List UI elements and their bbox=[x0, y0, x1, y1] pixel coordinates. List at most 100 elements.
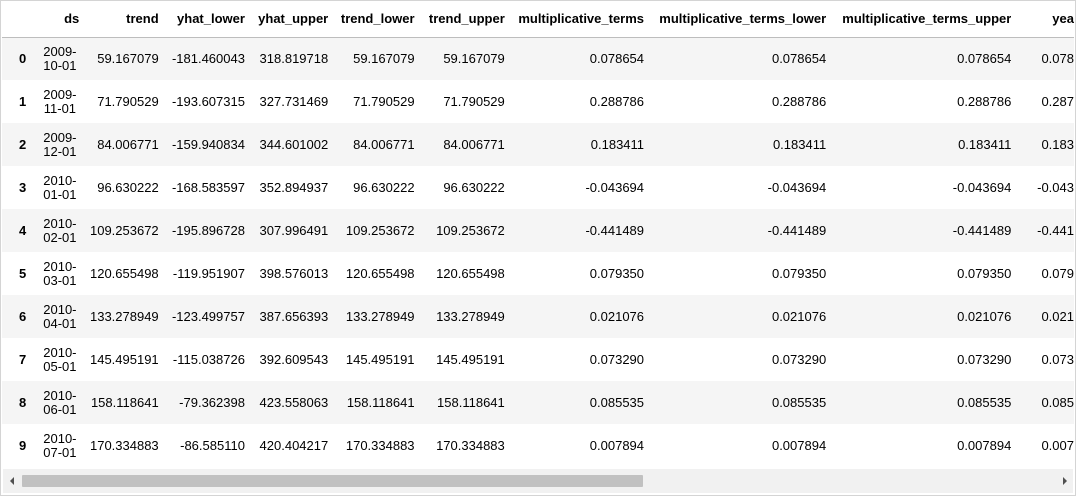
cell-trend-lower: 120.655498 bbox=[345, 266, 415, 281]
cell-ds: 2010- 07-01 bbox=[35, 424, 80, 466]
cell-yhat-upper: 387.656393 bbox=[259, 309, 329, 324]
cell-yearly: 0.085 bbox=[1041, 395, 1074, 410]
cell-multiplicative-terms-upper: -0.043694 bbox=[952, 180, 1012, 195]
cell-yhat-lower: -115.038726 bbox=[172, 352, 245, 367]
cell-yearly: 0.021 bbox=[1041, 309, 1074, 324]
cell-yhat-upper: 352.894937 bbox=[259, 180, 329, 195]
row-index: 9 bbox=[19, 438, 27, 453]
cell-multiplicative-terms-upper: 0.085535 bbox=[957, 395, 1012, 410]
cell-multiplicative-terms-upper: 0.183411 bbox=[958, 137, 1012, 152]
cell-multiplicative-terms-lower: -0.043694 bbox=[767, 180, 827, 195]
cell-multiplicative-terms-lower: 0.078654 bbox=[771, 51, 827, 67]
cell-ds-month-day-part: 11-01 bbox=[43, 100, 77, 116]
cell-multiplicative-terms-upper: 0.078654 bbox=[957, 51, 1012, 67]
row-index: 1 bbox=[19, 94, 27, 109]
cell-multiplicative-terms-lower: 0.288786 bbox=[771, 94, 827, 109]
scroll-right-arrow-icon[interactable] bbox=[1056, 469, 1073, 493]
cell-ds: 2009- 10-01 bbox=[35, 37, 80, 80]
cell-multiplicative-terms: -0.441489 bbox=[585, 223, 645, 238]
cell-multiplicative-terms: 0.085535 bbox=[589, 395, 645, 410]
cell-trend-lower: 71.790529 bbox=[353, 94, 415, 109]
cell-trend-upper: 109.253672 bbox=[436, 223, 505, 238]
cell-multiplicative-terms: 0.021076 bbox=[589, 309, 645, 324]
cell-yhat-lower: -159.940834 bbox=[171, 137, 245, 152]
cell-yearly: 0.078 bbox=[1041, 51, 1074, 67]
cell-yearly: 0.073 bbox=[1041, 352, 1074, 367]
cell-ds: 2010- 05-01 bbox=[35, 338, 80, 381]
cell-yhat-upper: 307.996491 bbox=[259, 223, 329, 238]
cell-trend-upper: 59.167079 bbox=[443, 51, 505, 67]
cell-ds: 2010- 03-01 bbox=[35, 252, 80, 295]
cell-ds-month-day-part: 10-01 bbox=[43, 57, 77, 73]
cell-yhat-lower: -119.951907 bbox=[172, 266, 245, 281]
column-header-multiplicative-terms-lower: multiplicative_terms_lower bbox=[644, 1, 827, 38]
cell-multiplicative-terms: 0.079350 bbox=[589, 266, 645, 281]
cell-trend-upper: 170.334883 bbox=[436, 438, 505, 453]
cell-ds: 2010- 06-01 bbox=[35, 381, 80, 424]
cell-yhat-lower: -195.896728 bbox=[171, 223, 245, 238]
cell-trend-upper: 71.790529 bbox=[443, 94, 505, 109]
cell-multiplicative-terms-lower: 0.073290 bbox=[771, 352, 827, 367]
cell-trend-lower: 133.278949 bbox=[345, 309, 415, 324]
cell-ds-year-part: 2010- bbox=[43, 258, 77, 274]
cell-ds: 2010- 01-01 bbox=[35, 166, 80, 209]
cell-yhat-lower: -86.585110 bbox=[180, 438, 245, 453]
cell-yearly: 0.079 bbox=[1041, 266, 1074, 281]
cell-ds-year-part: 2010- bbox=[43, 301, 77, 317]
cell-yearly: -0.441 bbox=[1037, 223, 1074, 238]
cell-multiplicative-terms-lower: 0.021076 bbox=[771, 309, 827, 324]
cell-yhat-upper: 398.576013 bbox=[259, 266, 329, 281]
index-header bbox=[2, 1, 35, 38]
cell-trend: 158.118641 bbox=[90, 395, 159, 410]
cell-multiplicative-terms: 0.288786 bbox=[589, 94, 645, 109]
cell-trend-upper: 158.118641 bbox=[437, 395, 505, 410]
table-row: 2 2009- 12-01 84.006771 -159.940834 344.60100… bbox=[2, 123, 1074, 166]
cell-trend: 109.253672 bbox=[89, 223, 159, 238]
cell-yearly: 0.183 bbox=[1041, 137, 1074, 152]
cell-ds-month-day-part: 06-01 bbox=[43, 401, 77, 417]
cell-multiplicative-terms-upper: 0.007894 bbox=[957, 438, 1012, 453]
cell-yhat-upper: 420.404217 bbox=[259, 438, 329, 453]
cell-ds-month-day-part: 12-01 bbox=[43, 143, 77, 159]
cell-multiplicative-terms: -0.043694 bbox=[585, 180, 645, 195]
cell-trend: 59.167079 bbox=[97, 51, 159, 67]
table-row: 4 2010- 02-01 109.253672 -195.896728 307.9964… bbox=[2, 209, 1074, 252]
cell-ds-month-day-part: 05-01 bbox=[43, 358, 77, 374]
cell-ds-month-day-part: 01-01 bbox=[43, 186, 77, 202]
cell-ds: 2009- 12-01 bbox=[35, 123, 80, 166]
scroll-left-arrow-icon[interactable] bbox=[3, 469, 20, 493]
scrollbar-thumb[interactable] bbox=[22, 475, 643, 487]
table-row: 3 2010- 01-01 96.630222 -168.583597 352.89493… bbox=[2, 166, 1074, 209]
cell-yhat-upper: 344.601002 bbox=[259, 137, 329, 152]
cell-trend-upper: 120.655498 bbox=[436, 266, 505, 281]
table-row: 1 2009- 11-01 71.790529 -193.607315 327.73146… bbox=[2, 80, 1074, 123]
cell-yhat-lower: -181.460043 bbox=[171, 51, 245, 67]
cell-multiplicative-terms: 0.007894 bbox=[589, 438, 645, 453]
cell-multiplicative-terms-lower: 0.079350 bbox=[771, 266, 827, 281]
dataframe-table: ds trend yhat_lower yhat_upper trend_low… bbox=[2, 1, 1074, 466]
cell-ds-month-day-part: 02-01 bbox=[43, 229, 77, 245]
row-index: 0 bbox=[19, 51, 27, 67]
cell-ds-year-part: 2009- bbox=[43, 129, 77, 145]
cell-multiplicative-terms-upper: 0.021076 bbox=[957, 309, 1012, 324]
table-row: 5 2010- 03-01 120.655498 -119.951907 398.5760… bbox=[2, 252, 1074, 295]
cell-trend-upper: 84.006771 bbox=[443, 137, 505, 152]
row-index: 2 bbox=[19, 137, 27, 152]
cell-trend: 84.006771 bbox=[97, 137, 159, 152]
cell-ds-year-part: 2009- bbox=[43, 43, 77, 59]
cell-ds-year-part: 2010- bbox=[43, 387, 77, 403]
table-body: 0 2009- 10-01 59.167079 -181.460043 318.81971… bbox=[2, 37, 1074, 466]
table-row: 0 2009- 10-01 59.167079 -181.460043 318.81971… bbox=[2, 37, 1074, 80]
table-row: 7 2010- 05-01 145.495191 -115.038726 392.6095… bbox=[2, 338, 1074, 381]
cell-yhat-lower: -193.607315 bbox=[171, 94, 245, 109]
cell-trend-upper: 145.495191 bbox=[436, 352, 505, 367]
cell-ds-month-day-part: 04-01 bbox=[43, 315, 77, 331]
row-index: 5 bbox=[19, 266, 27, 281]
horizontal-scrollbar[interactable] bbox=[3, 469, 1073, 493]
cell-yearly: 0.287 bbox=[1041, 94, 1074, 109]
cell-multiplicative-terms-upper: 0.079350 bbox=[957, 266, 1012, 281]
cell-yhat-upper: 392.609543 bbox=[259, 352, 329, 367]
cell-trend-lower: 59.167079 bbox=[353, 51, 415, 67]
cell-yhat-upper: 318.819718 bbox=[259, 51, 329, 67]
